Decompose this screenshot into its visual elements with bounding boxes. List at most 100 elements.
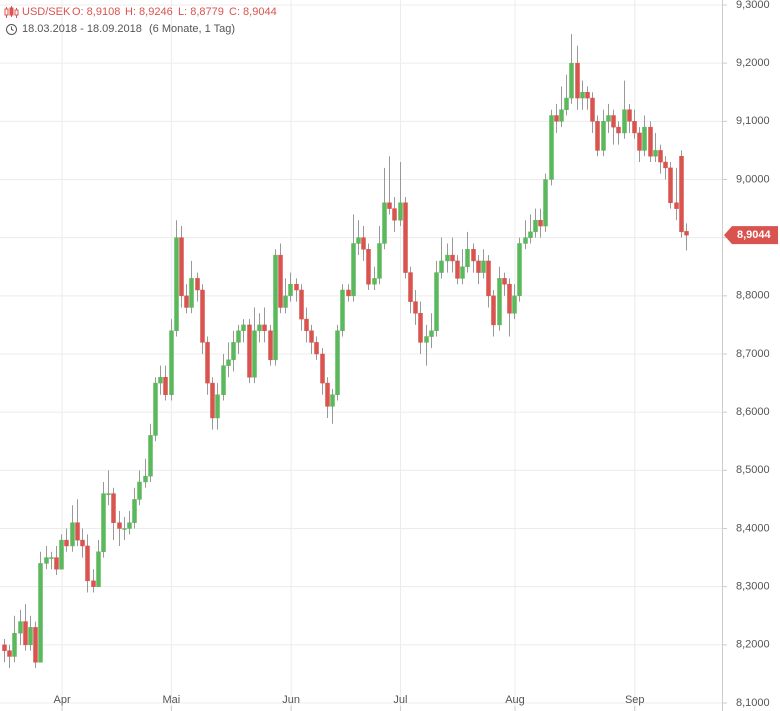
candle-body [653,150,658,157]
candle-body [398,202,403,221]
candle-body [7,650,12,657]
candle-body [517,243,522,297]
candle-body [564,97,569,110]
open-info: O: 8,9108 [72,6,120,18]
candle-body [127,522,132,529]
date-range: 18.03.2018 - 18.09.2018 [22,23,142,35]
x-tick-label: Jul [393,694,407,706]
candle-body [174,237,179,331]
candle-body [252,330,257,378]
candle-body [361,237,366,250]
candle-body [601,121,606,151]
candle-body [38,563,43,663]
candle-body [153,382,158,436]
candle-body [80,539,85,547]
candle-body [502,278,507,285]
y-tick-label: 9,2000 [736,57,770,69]
candle-body [611,115,616,128]
candle-body [424,336,429,343]
candle-body [226,359,231,366]
chart-icon [4,6,19,18]
candle-body [64,539,69,547]
candle-body [580,92,585,99]
candle-body [189,278,194,308]
candle-body [351,243,356,297]
candle-body [523,237,528,244]
candle-body [674,202,679,209]
candle-body [75,522,80,541]
y-tick-label: 8,2000 [736,639,770,651]
last-price-label: 8,9044 [737,229,772,241]
candle-body [445,254,450,262]
candle-body [85,545,90,582]
header: USD/SEK O: 8,9108 H: 8,9246 L: 8,8779 C:… [4,6,277,35]
candle-body [627,109,632,122]
candle-body [143,475,148,483]
y-tick-label: 8,3000 [736,581,770,593]
candle-body [309,330,314,343]
candle-body [158,377,163,384]
candle-body [137,481,142,500]
candle-body [637,132,642,151]
candle-body [486,260,491,297]
x-tick-label: Apr [53,694,70,706]
y-tick-label: 8,1000 [736,697,770,709]
candle-body [330,394,335,407]
candle-body [616,126,621,134]
candle-body [346,289,351,297]
candle-body [543,179,548,227]
candle-body [268,330,273,361]
candle-body [184,295,189,308]
y-tick-label: 9,3000 [736,0,770,11]
candle-body [122,528,127,530]
candle-body [106,493,111,495]
candle-body [70,522,75,547]
x-tick-label: Mai [163,694,181,706]
candle-body [23,621,28,646]
candle-body [663,161,668,169]
candle-body [241,324,246,331]
y-tick-label: 9,1000 [736,115,770,127]
candle-body [101,493,106,553]
candle-body [294,283,299,291]
candle-body [590,97,595,122]
candle-body [403,202,408,273]
candle-body [387,202,392,209]
candle-body [314,342,319,355]
candle-body [210,382,215,419]
candle-body [221,365,226,395]
candle-body [648,126,653,157]
last-price-marker [724,226,778,245]
candle-body [528,231,533,238]
candle-body [554,115,559,122]
candle-body [2,644,7,651]
candle-body [377,243,382,279]
candle-body [195,278,200,291]
candle-body [111,493,116,523]
candle-body [476,260,481,273]
y-tick-label: 8,6000 [736,406,770,418]
candle-body [356,237,361,244]
candle-body [257,324,262,331]
candle-body [28,627,33,646]
candle-body [340,289,345,331]
candle-body [585,92,590,99]
candle-body [163,377,168,395]
candle-body [33,627,38,663]
y-tick-label: 9,0000 [736,173,770,185]
clock-icon [6,24,17,35]
candle-body [595,121,600,151]
candle-body [413,301,418,314]
candle-body [632,121,637,134]
candle-body [273,254,278,361]
candle-body [465,249,470,268]
x-tick-label: Jun [282,694,300,706]
candle-body [54,557,59,570]
candle-body [575,62,580,99]
candle-body [684,231,689,236]
candle-body [320,353,325,384]
candle-body [278,254,283,308]
candle-body [491,295,496,326]
high-info: H: 8,9246 [125,6,173,18]
y-tick-label: 8,4000 [736,522,770,534]
